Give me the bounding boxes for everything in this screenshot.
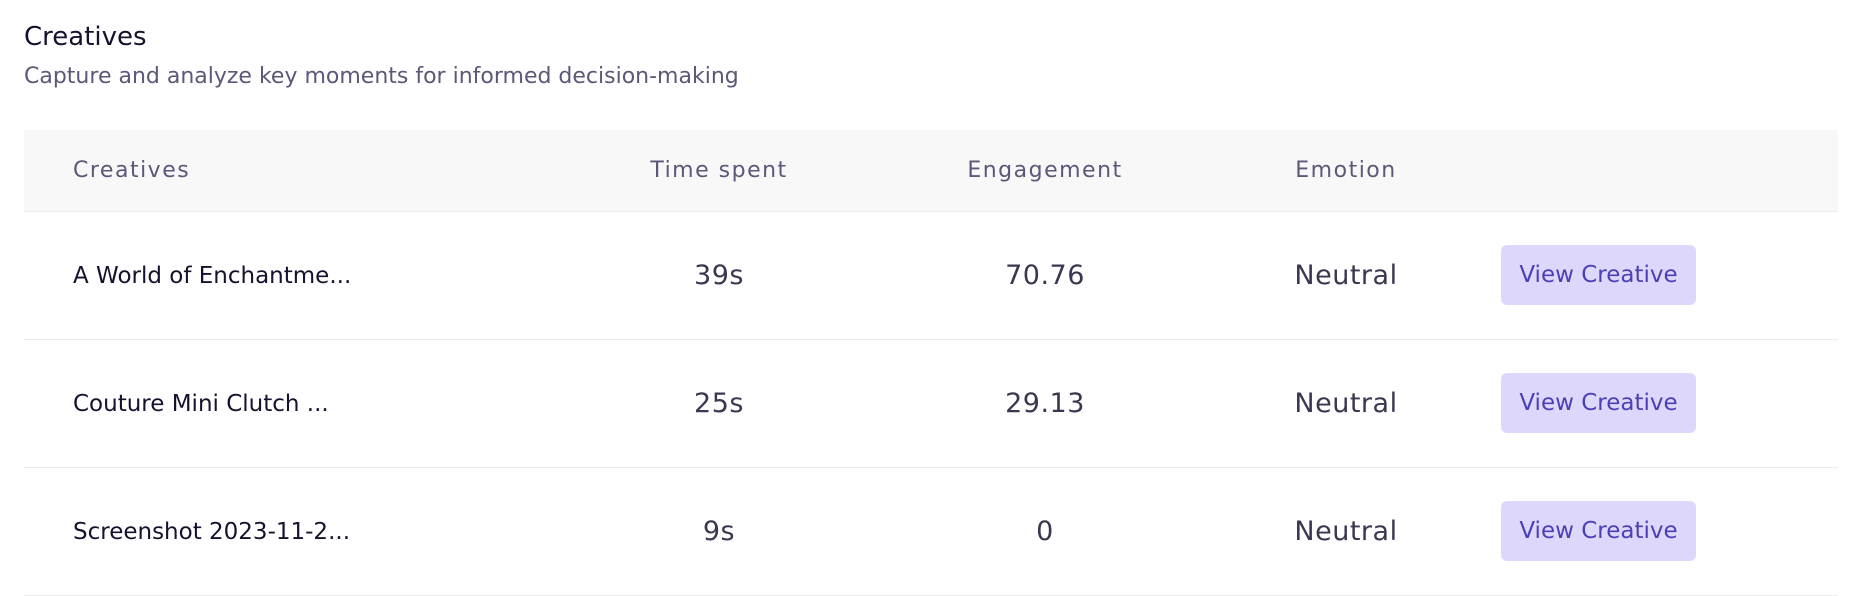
time-spent: 25s: [694, 388, 744, 419]
table-row: Screenshot 2023-11-2... 9s 0 Neutral View Cr…: [24, 468, 1838, 596]
table-row: Couture Mini Clutch ... 25s 29.13 Neutral Vi…: [24, 340, 1838, 468]
page-title: Creatives: [24, 22, 147, 52]
engagement: 29.13: [1005, 388, 1085, 419]
time-spent: 9s: [702, 516, 736, 547]
view-creative-button[interactable]: View Creative: [1501, 373, 1696, 433]
creative-name: Screenshot 2023-11-2...: [73, 518, 350, 545]
emotion: Neutral: [1294, 388, 1398, 419]
table-header: Creatives Time spent Engagement Emotion: [24, 130, 1838, 212]
creative-name: Couture Mini Clutch ...: [73, 390, 329, 417]
view-creative-button[interactable]: View Creative: [1501, 501, 1696, 561]
view-creative-button[interactable]: View Creative: [1501, 245, 1696, 305]
engagement: 70.76: [1005, 260, 1085, 291]
emotion: Neutral: [1294, 516, 1398, 547]
column-header: Creatives: [73, 158, 191, 183]
creatives-table: Creatives Time spent Engagement Emotion A Wo…: [24, 130, 1838, 596]
page-subtitle: Capture and analyze key moments for info…: [24, 64, 739, 89]
time-spent: 39s: [694, 260, 744, 291]
engagement: 0: [1036, 516, 1054, 547]
column-header: Time spent: [650, 158, 788, 183]
creative-name: A World of Enchantme...: [73, 262, 352, 289]
column-header: Engagement: [967, 158, 1123, 183]
table-row: A World of Enchantme... 39s 70.76 Neutral Vi…: [24, 212, 1838, 340]
column-header: Emotion: [1295, 158, 1397, 183]
page: {"header": {"title": "Creatives", "subti…: [24, 22, 1838, 596]
emotion: Neutral: [1294, 260, 1398, 291]
